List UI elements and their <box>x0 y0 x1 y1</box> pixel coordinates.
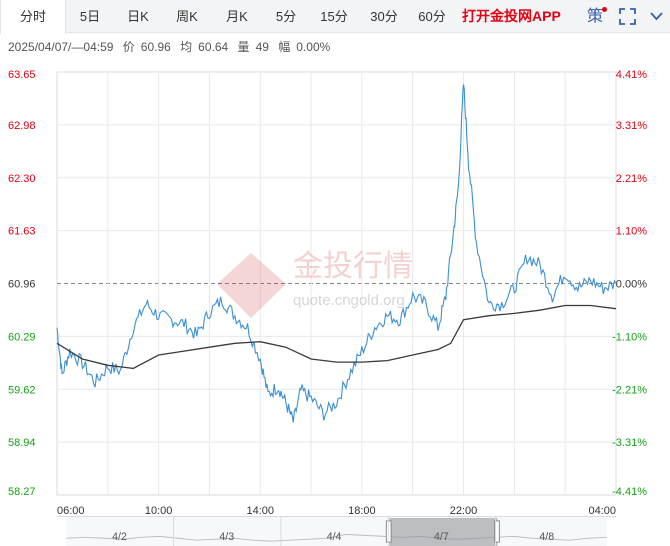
pct-tick-label: -3.31% <box>612 437 647 449</box>
watermark-logo <box>217 253 286 318</box>
x-tick-label: 22:00 <box>450 505 478 516</box>
navigator-track <box>66 517 607 546</box>
pct-tick-label: -1.10% <box>612 331 647 343</box>
info-vol: 49 <box>255 40 269 54</box>
tab-monthly-k[interactable]: 月K <box>226 9 248 24</box>
navigator-trend <box>66 533 607 542</box>
tab-5min[interactable]: 5分 <box>275 9 297 24</box>
navigator-date-label: 4/8 <box>539 531 554 543</box>
watermark-diamond <box>217 253 286 318</box>
tab-15min[interactable]: 15分 <box>320 9 348 24</box>
y-tick-label: 60.29 <box>8 331 36 343</box>
period-tabbar: 分时 5日 日K 周K 月K 5分 15分 30分 60分 打开金投网APP 策 <box>0 0 670 34</box>
quote-info-line: 2025/04/07/—04:59 价 60.96 均 60.64 量 49 幅 0.0… <box>8 38 336 54</box>
tab-intraday[interactable]: 分时 <box>0 0 66 34</box>
x-tick-label: 18:00 <box>348 505 376 516</box>
tab-weekly-k[interactable]: 周K <box>176 9 198 24</box>
x-tick-label: 14:00 <box>247 505 275 516</box>
tab-5day[interactable]: 5日 <box>79 9 101 24</box>
pct-tick-label: -4.41% <box>612 486 647 498</box>
pct-tick-label: 1.10% <box>616 226 647 238</box>
navigator-right-handle[interactable] <box>494 520 500 543</box>
y-tick-label: 62.98 <box>8 120 36 132</box>
price-line <box>56 84 617 423</box>
watermark-brand: 金投行情 <box>293 249 413 284</box>
pct-tick-label: 3.31% <box>616 120 647 132</box>
average-line <box>56 304 617 370</box>
y-tick-label: 58.94 <box>8 437 36 449</box>
x-tick-label: 06:00 <box>57 505 85 516</box>
y-tick-label: 60.96 <box>8 279 36 291</box>
notification-dot <box>602 7 608 12</box>
y-tick-label: 61.63 <box>8 226 36 238</box>
navigator-date-label: 4/4 <box>327 531 342 543</box>
navigator-selection[interactable] <box>389 517 498 546</box>
y-tick-label: 58.27 <box>8 486 36 498</box>
x-tick-label: 10:00 <box>145 505 173 516</box>
pct-tick-label: 2.21% <box>616 173 647 185</box>
info-amp-label: 幅 <box>278 40 291 54</box>
y-tick-label: 59.62 <box>8 384 36 396</box>
strategy-button[interactable]: 策 <box>587 0 608 33</box>
navigator-date-label: 4/2 <box>112 531 127 543</box>
fullscreen-icon[interactable] <box>619 8 636 25</box>
info-price-label: 价 <box>122 40 135 54</box>
collapse-icon[interactable] <box>648 8 665 25</box>
y-tick-label: 63.65 <box>8 69 36 81</box>
strategy-label: 策 <box>587 8 604 25</box>
tab-daily-k[interactable]: 日K <box>127 9 149 24</box>
info-price: 60.96 <box>140 40 171 54</box>
info-amp: 0.00% <box>296 40 331 54</box>
info-vol-label: 量 <box>237 40 250 54</box>
pct-tick-label: -2.21% <box>612 384 647 396</box>
tab-30min[interactable]: 30分 <box>370 9 398 24</box>
intraday-chart[interactable]: 63.65 4.41% 62.98 3.31% 62.30 2.21% 61.63 1.10%… <box>0 58 670 516</box>
x-tick-label: 04:00 <box>588 505 616 516</box>
pct-tick-label: 0.00% <box>616 279 647 291</box>
time-navigator[interactable]: 4/2 4/3 4/4 4/7 4/8 <box>57 516 616 546</box>
info-avg: 60.64 <box>198 40 229 54</box>
pct-tick-label: 4.41% <box>616 69 647 81</box>
info-avg-label: 均 <box>180 40 193 54</box>
navigator-date-label: 4/7 <box>434 531 449 543</box>
y-tick-label: 62.30 <box>8 173 36 185</box>
navigator-date-label: 4/3 <box>219 531 234 543</box>
info-datetime: 2025/04/07/—04:59 <box>8 40 114 54</box>
open-app-link[interactable]: 打开金投网APP <box>462 8 561 24</box>
tab-60min[interactable]: 60分 <box>418 9 446 24</box>
watermark-url: quote.cngold.org <box>293 292 405 309</box>
